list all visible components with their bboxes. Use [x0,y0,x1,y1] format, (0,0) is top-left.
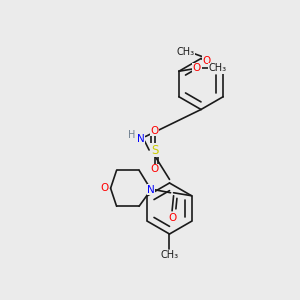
Text: CH₃: CH₃ [160,250,178,260]
Text: CH₃: CH₃ [176,47,195,57]
Text: N: N [137,134,145,145]
Text: O: O [150,164,159,175]
Text: O: O [193,63,201,73]
Text: O: O [100,183,109,193]
Text: CH₃: CH₃ [209,63,227,73]
Text: O: O [150,125,159,136]
Text: O: O [168,213,176,223]
Text: O: O [202,56,211,66]
Text: S: S [151,143,158,157]
Text: H: H [128,130,135,140]
Text: N: N [147,185,155,195]
